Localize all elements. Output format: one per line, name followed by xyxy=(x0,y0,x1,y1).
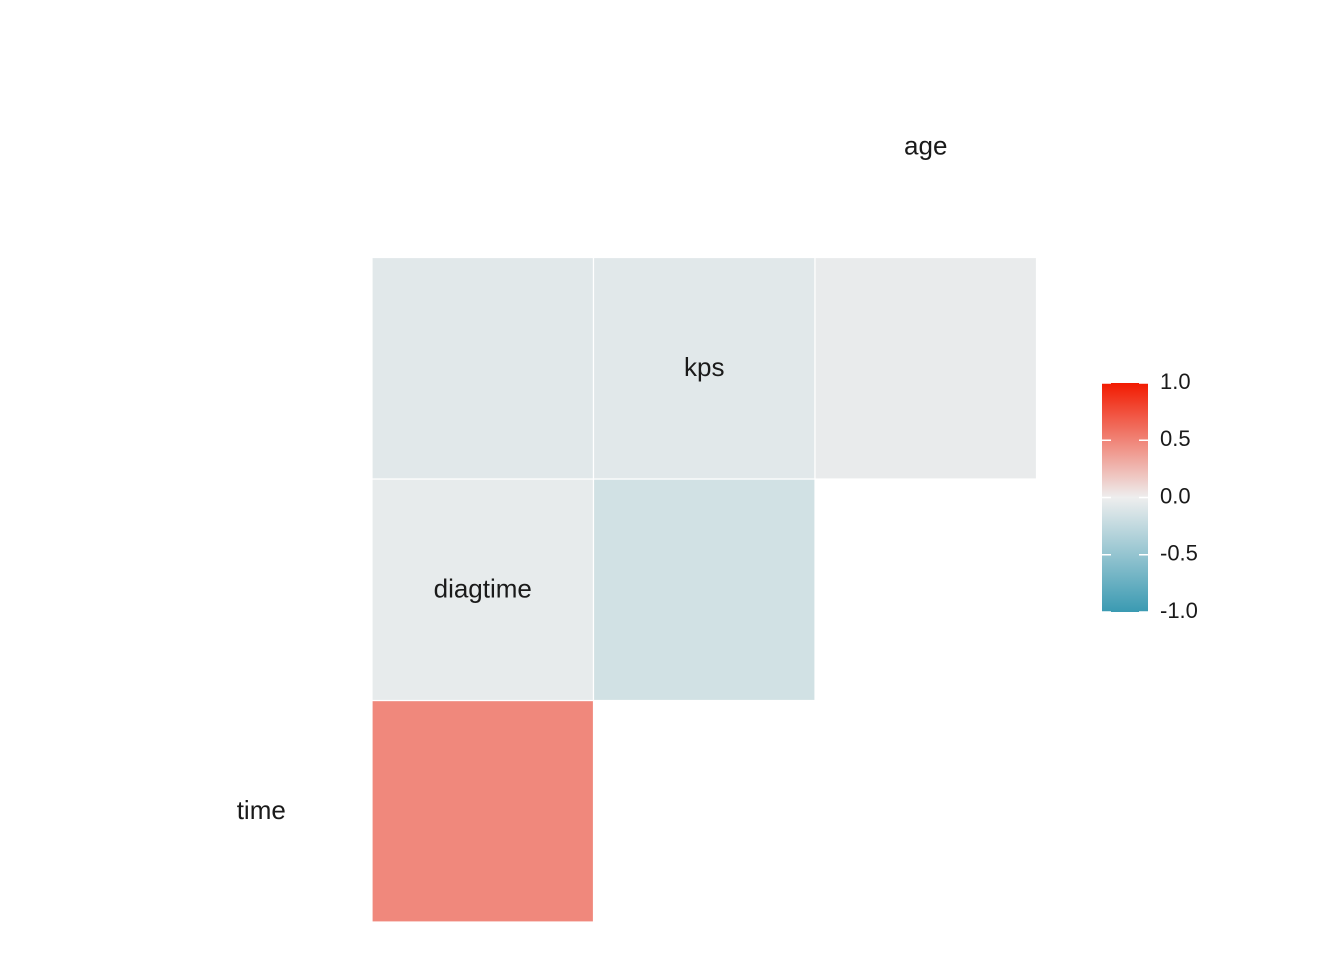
cell-age-diagtime xyxy=(592,256,816,480)
legend-tick-label: -0.5 xyxy=(1160,541,1198,566)
heatmap-cells xyxy=(371,256,1038,923)
cell-kps-diagtime xyxy=(592,478,816,702)
cell-kps-time xyxy=(371,478,595,702)
variable-label-kps: kps xyxy=(684,352,724,382)
legend-tick-label: 0.5 xyxy=(1160,426,1191,451)
legend-tick-label: 0.0 xyxy=(1160,483,1191,508)
cell-diagtime-time xyxy=(371,699,595,923)
legend-tick-label: -1.0 xyxy=(1160,598,1198,623)
cell-age-time xyxy=(371,256,595,480)
color-legend: 1.0 0.5 0.0 -0.5 -1.0 xyxy=(1102,369,1198,623)
variable-labels: time diagtime kps age xyxy=(237,131,948,826)
cell-age-kps xyxy=(814,256,1038,480)
legend-tick-label: 1.0 xyxy=(1160,369,1191,394)
legend-ticks: 1.0 0.5 0.0 -0.5 -1.0 xyxy=(1102,369,1198,623)
variable-label-age: age xyxy=(904,131,947,161)
variable-label-diagtime: diagtime xyxy=(434,574,532,604)
variable-label-time: time xyxy=(237,795,286,825)
